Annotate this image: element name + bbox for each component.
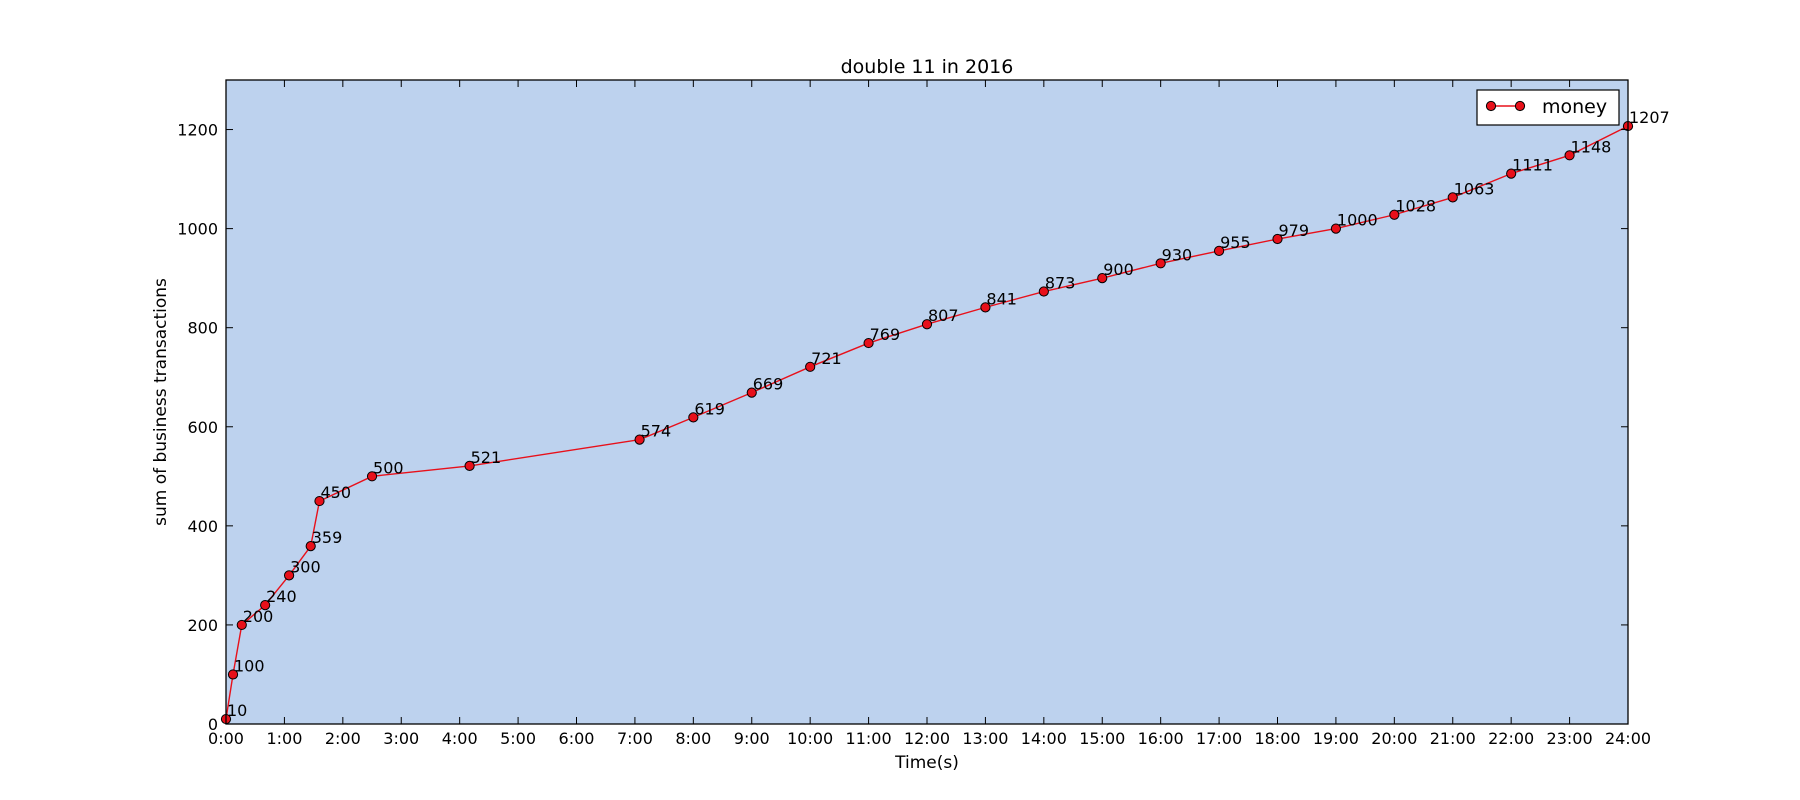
data-label: 1111 [1512,156,1553,175]
data-label: 1207 [1629,108,1670,127]
legend-entry-money: money [1542,96,1607,118]
y-tick-label: 200 [187,616,218,635]
data-label: 1000 [1337,211,1378,230]
x-tick-label: 19:00 [1313,729,1359,748]
y-tick-label: 1200 [177,121,218,140]
legend-marker [1514,100,1526,112]
x-tick-label: 4:00 [442,729,478,748]
data-point [921,319,933,330]
data-point [366,471,378,482]
data-point [1272,233,1283,245]
data-label: 1063 [1454,179,1495,198]
x-tick-label: 16:00 [1138,729,1184,748]
y-tick-label: 600 [187,418,218,437]
data-label: 359 [312,528,343,547]
data-label: 200 [243,607,274,626]
x-tick-label: 1:00 [266,729,302,748]
y-tick-label: 0 [208,715,218,734]
data-point [688,412,699,423]
data-label: 669 [753,375,784,394]
data-label: 900 [1103,260,1134,279]
data-point [1213,245,1225,257]
x-tick-label: 15:00 [1079,729,1125,748]
data-point [1447,192,1458,203]
data-point [746,387,757,398]
x-tick-label: 12:00 [904,729,950,748]
x-tick-label: 11:00 [846,729,892,748]
y-axis: 0 200 400 600 800 1000 1200 [177,121,1628,734]
x-tick-label: 5:00 [500,729,536,748]
data-label: 841 [986,289,1017,308]
legend-box [1476,89,1620,126]
data-label: 500 [373,458,404,477]
legend: money [1476,89,1620,126]
data-label: 521 [471,448,502,467]
data-label: 240 [266,587,297,606]
y-axis-label: sum of business transactions [151,278,171,526]
data-point [283,570,295,581]
x-tick-label: 7:00 [617,729,653,748]
data-label: 1148 [1571,137,1612,156]
data-point [1506,168,1517,179]
data-point [260,600,271,611]
data-label: 10 [227,701,247,720]
y-tick-label: 800 [187,319,218,338]
series-layer [220,120,1634,725]
x-tick-label: 6:00 [559,729,595,748]
data-point [464,460,475,472]
data-point [1155,258,1166,269]
data-point [1330,223,1342,234]
x-tick-label: 9:00 [734,729,770,748]
y-tick-label: 400 [187,517,218,536]
x-tick-label: 17:00 [1196,729,1242,748]
data-point [236,619,247,631]
data-point [1564,150,1575,161]
x-axis-label: Time(s) [894,753,959,773]
data-point [634,434,645,445]
x-tick-label: 2:00 [325,729,361,748]
data-label: 450 [320,483,351,502]
data-point [980,302,991,313]
data-point [1097,273,1108,284]
x-axis: 0:00 1:00 2:00 3:00 4:00 5:00 6:00 7:00 8:00 9:00… [208,80,1651,748]
x-tick-label: 10:00 [787,729,833,748]
data-point [805,361,816,372]
x-tick-label: 20:00 [1371,729,1417,748]
data-point [305,541,316,552]
data-label: 955 [1220,233,1251,252]
x-tick-label: 0:00 [208,729,244,748]
data-label: 769 [870,325,901,344]
x-tick-label: 13:00 [962,729,1008,748]
data-label: 100 [234,656,265,675]
x-tick-label: 22:00 [1488,729,1534,748]
x-tick-label: 21:00 [1430,729,1476,748]
chart-title: double 11 in 2016 [841,56,1014,78]
x-tick-label: 24:00 [1605,729,1651,748]
data-point [1038,286,1049,297]
x-tick-label: 3:00 [383,729,419,748]
legend-marker [1485,100,1497,112]
data-label: 619 [694,399,725,418]
data-label: 721 [811,349,842,368]
data-point [1389,209,1400,220]
data-label: 1028 [1395,197,1436,216]
data-point [227,669,239,680]
data-label: 873 [1045,274,1076,293]
plot-background [226,80,1628,724]
data-label: 574 [641,422,672,441]
x-tick-label: 14:00 [1021,729,1067,748]
y-tick-label: 1000 [177,220,218,239]
x-tick-label: 23:00 [1547,729,1593,748]
x-tick-label: 18:00 [1254,729,1300,748]
data-point [314,495,325,507]
data-label: 807 [928,306,959,325]
x-tick-label: 8:00 [675,729,711,748]
data-label: 300 [290,557,321,576]
data-label: 979 [1279,221,1310,240]
data-point [863,337,874,349]
data-label: 930 [1162,245,1193,264]
